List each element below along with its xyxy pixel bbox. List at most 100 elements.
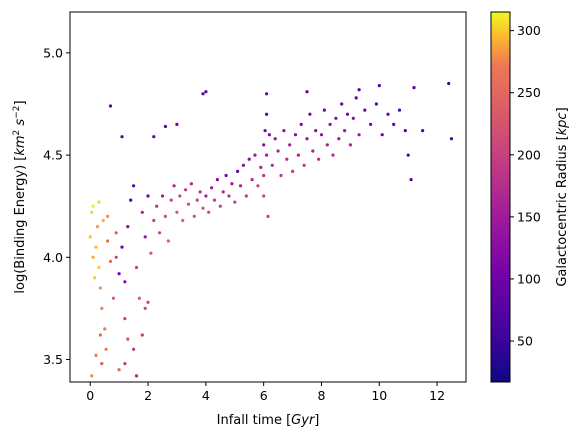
data-point	[117, 272, 121, 276]
data-point	[140, 333, 144, 337]
data-point	[94, 382, 97, 385]
data-point	[101, 218, 105, 223]
data-point	[90, 210, 94, 214]
data-point	[210, 186, 214, 190]
data-point	[250, 178, 254, 182]
data-point	[132, 347, 136, 351]
data-point	[152, 218, 156, 223]
data-point	[230, 182, 234, 186]
data-point	[97, 200, 101, 204]
data-point	[314, 129, 318, 133]
data-point	[100, 362, 104, 366]
data-point	[118, 389, 121, 392]
data-point	[265, 153, 269, 157]
colorbar-tick-label: 150	[517, 209, 541, 224]
data-point	[337, 137, 341, 141]
data-point	[265, 112, 269, 116]
data-point	[134, 265, 139, 270]
plot-frame	[69, 11, 467, 383]
data-point	[163, 214, 167, 218]
data-point	[325, 143, 329, 147]
data-point	[175, 122, 179, 126]
data-point	[93, 276, 97, 280]
data-point	[120, 245, 124, 249]
colorbar-tick-label: 100	[517, 271, 541, 286]
data-point	[265, 92, 269, 96]
data-point	[123, 362, 127, 366]
data-point	[406, 153, 410, 157]
data-point	[100, 306, 104, 310]
data-point	[233, 200, 237, 204]
data-point	[186, 202, 191, 206]
colorbar-tick-label: 250	[517, 85, 541, 100]
data-point	[181, 218, 185, 223]
data-point	[155, 204, 159, 208]
x-tick-label: 2	[144, 388, 152, 403]
data-point	[178, 194, 182, 198]
data-point	[291, 169, 295, 173]
colorbar-tick-label: 300	[517, 23, 541, 38]
data-point	[247, 157, 251, 161]
data-point	[195, 198, 199, 202]
data-point	[263, 129, 267, 133]
data-point	[140, 210, 144, 214]
data-point	[166, 239, 170, 243]
data-point	[111, 296, 115, 300]
data-point	[302, 163, 306, 167]
data-point	[279, 173, 283, 178]
data-point	[149, 251, 153, 255]
data-point	[104, 347, 108, 351]
data-point	[172, 184, 176, 188]
data-point	[108, 104, 113, 108]
data-point	[380, 133, 384, 137]
data-point	[267, 133, 271, 137]
data-point	[94, 245, 98, 249]
data-point	[117, 368, 121, 372]
data-point	[132, 184, 136, 188]
data-point	[374, 102, 378, 106]
data-point	[88, 235, 92, 239]
data-point	[114, 231, 118, 235]
data-point	[377, 84, 381, 88]
data-point	[299, 122, 303, 126]
data-point	[331, 153, 335, 157]
data-point	[160, 194, 165, 198]
data-point	[106, 214, 110, 218]
colorbar-tick-label: 50	[517, 334, 533, 349]
data-point	[238, 184, 243, 188]
data-point	[91, 204, 95, 208]
data-point	[369, 122, 373, 126]
x-tick-label: 0	[86, 388, 94, 403]
data-point	[189, 182, 193, 186]
x-axis-label: Infall time [Gyr]	[217, 413, 320, 428]
data-point	[95, 225, 100, 229]
data-point	[412, 86, 416, 90]
data-point	[334, 116, 338, 120]
data-point	[137, 296, 141, 300]
data-point	[132, 409, 135, 412]
data-point	[143, 235, 147, 239]
data-point	[319, 133, 324, 137]
x-tick-label: 10	[371, 388, 387, 403]
data-point	[276, 149, 280, 153]
y-tick-label: 4.0	[43, 250, 63, 265]
data-point	[169, 198, 173, 202]
data-point	[236, 169, 240, 173]
y-tick-label: 4.5	[43, 148, 63, 163]
data-point	[256, 184, 260, 188]
data-point	[103, 327, 107, 331]
data-point	[409, 178, 413, 182]
data-point	[227, 194, 231, 198]
data-point	[317, 157, 321, 161]
data-point	[305, 137, 309, 141]
data-point	[212, 198, 217, 202]
data-point	[163, 124, 167, 129]
data-point	[403, 129, 407, 133]
data-point	[106, 239, 110, 243]
data-point	[296, 153, 300, 157]
data-point	[357, 133, 361, 137]
data-point	[123, 280, 127, 284]
data-point	[308, 112, 312, 116]
data-point	[91, 255, 95, 259]
data-point	[270, 163, 274, 167]
